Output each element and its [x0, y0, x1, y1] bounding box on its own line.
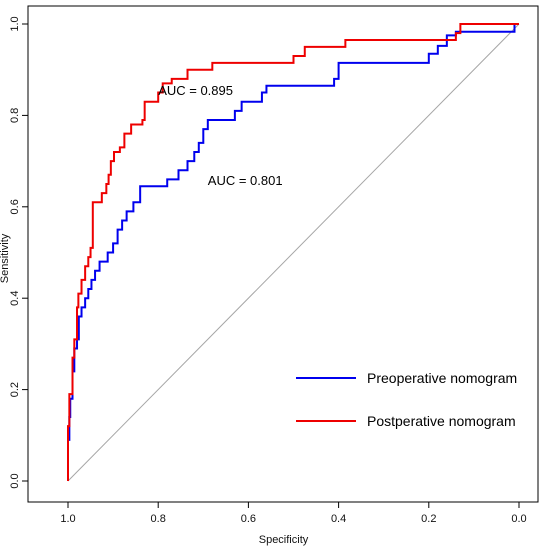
x-tick-label: 0.0 [511, 513, 526, 525]
x-axis: 1.0 0.8 0.6 0.4 0.2 0.0 [60, 501, 527, 525]
x-tick-label: 0.6 [241, 513, 256, 525]
y-tick-label: 0.0 [9, 473, 21, 488]
y-axis: 0.0 0.2 0.4 0.6 0.8 1.0 [9, 16, 29, 489]
auc-annotation: AUC = 0.801 [208, 173, 283, 188]
x-axis-title: Specificity [259, 534, 309, 546]
annotation-layer: AUC = 0.895 AUC = 0.801 [158, 83, 282, 188]
y-tick-label: 0.8 [9, 108, 21, 123]
series-line-postperative-nomogram [67, 23, 519, 481]
legend: Preoperative nomogram Postperative nomogr… [296, 370, 517, 429]
y-tick-label: 0.4 [9, 291, 21, 306]
y-axis-title: Sensitivity [0, 233, 11, 283]
legend-label: Postperative nomogram [367, 413, 516, 429]
reference-diagonal-line [67, 23, 520, 482]
x-tick-label: 0.4 [331, 513, 346, 525]
y-tick-label: 0.2 [9, 382, 21, 397]
x-tick-label: 0.8 [151, 513, 166, 525]
series-line-preoperative-nomogram [67, 23, 519, 481]
x-tick-label: 0.2 [421, 513, 436, 525]
legend-label: Preoperative nomogram [367, 370, 517, 386]
y-tick-label: 1.0 [9, 16, 21, 31]
auc-annotation: AUC = 0.895 [158, 83, 233, 98]
x-tick-label: 1.0 [60, 513, 75, 525]
y-tick-label: 0.6 [9, 199, 21, 214]
series-layer [67, 23, 519, 481]
